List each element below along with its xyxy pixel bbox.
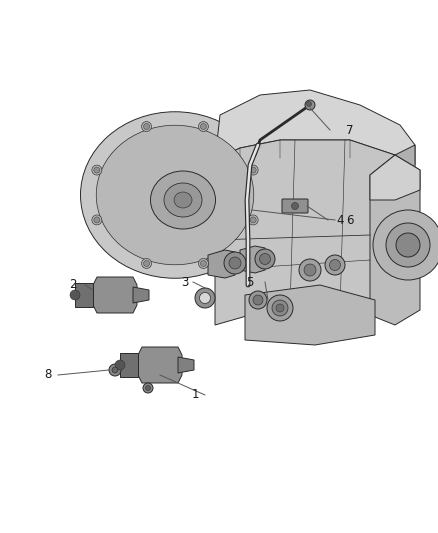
Circle shape <box>144 261 149 266</box>
Text: 2: 2 <box>69 279 77 292</box>
Text: 8: 8 <box>44 368 52 382</box>
Polygon shape <box>208 250 235 278</box>
Circle shape <box>195 288 215 308</box>
Circle shape <box>396 233 420 257</box>
Circle shape <box>253 295 263 305</box>
Polygon shape <box>370 145 415 320</box>
Circle shape <box>249 291 267 309</box>
Circle shape <box>325 255 345 275</box>
Polygon shape <box>178 357 194 373</box>
Circle shape <box>276 304 284 312</box>
Ellipse shape <box>174 192 192 208</box>
Text: 6: 6 <box>346 214 354 227</box>
Circle shape <box>145 385 151 391</box>
Circle shape <box>386 223 430 267</box>
Polygon shape <box>75 283 93 307</box>
Circle shape <box>201 261 206 266</box>
Circle shape <box>141 259 152 269</box>
Polygon shape <box>370 155 420 200</box>
Circle shape <box>92 215 102 225</box>
Circle shape <box>267 295 293 321</box>
Circle shape <box>305 100 315 110</box>
Polygon shape <box>133 287 149 303</box>
Polygon shape <box>215 140 395 325</box>
Text: 1: 1 <box>191 389 199 401</box>
Text: 5: 5 <box>246 276 254 288</box>
Circle shape <box>112 367 118 373</box>
Polygon shape <box>93 277 137 313</box>
Circle shape <box>94 167 100 173</box>
Text: 3: 3 <box>181 276 189 288</box>
Circle shape <box>248 215 258 225</box>
Circle shape <box>229 257 241 269</box>
Circle shape <box>109 364 121 376</box>
Polygon shape <box>215 90 415 165</box>
Polygon shape <box>370 155 420 325</box>
Circle shape <box>292 203 299 209</box>
Circle shape <box>250 167 256 173</box>
Circle shape <box>304 264 316 276</box>
Polygon shape <box>138 347 182 383</box>
Circle shape <box>272 300 288 316</box>
Text: 4: 4 <box>336 214 344 227</box>
Text: 7: 7 <box>346 124 354 136</box>
Circle shape <box>329 260 340 271</box>
Polygon shape <box>245 285 375 345</box>
Circle shape <box>115 360 125 370</box>
Circle shape <box>373 210 438 280</box>
Circle shape <box>198 122 208 132</box>
Ellipse shape <box>151 171 215 229</box>
Polygon shape <box>240 246 265 273</box>
Circle shape <box>70 290 80 300</box>
Circle shape <box>94 217 100 223</box>
Circle shape <box>259 254 271 264</box>
Ellipse shape <box>164 183 202 217</box>
Circle shape <box>307 101 311 107</box>
FancyBboxPatch shape <box>282 199 308 213</box>
Circle shape <box>143 383 153 393</box>
Circle shape <box>250 217 256 223</box>
Circle shape <box>198 259 208 269</box>
Circle shape <box>248 165 258 175</box>
Circle shape <box>92 165 102 175</box>
Circle shape <box>144 124 149 130</box>
Circle shape <box>199 293 211 303</box>
Circle shape <box>255 249 275 269</box>
Ellipse shape <box>81 112 269 278</box>
Polygon shape <box>120 353 138 377</box>
Circle shape <box>201 124 206 130</box>
Circle shape <box>141 122 152 132</box>
Circle shape <box>299 259 321 281</box>
Ellipse shape <box>96 125 254 265</box>
Circle shape <box>224 252 246 274</box>
